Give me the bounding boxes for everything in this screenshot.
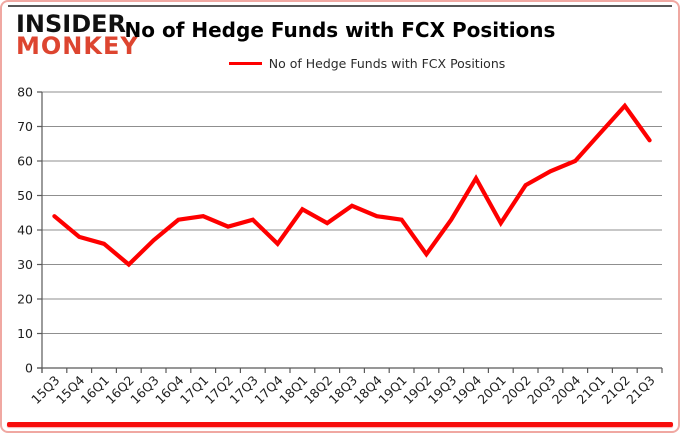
y-tick-label: 50	[17, 188, 33, 203]
series-line	[52, 102, 652, 268]
top-divider	[8, 5, 672, 7]
y-tick-label: 10	[17, 326, 33, 341]
logo-line-monkey: MONKEY	[16, 32, 139, 61]
x-tick-label: 21Q3	[623, 373, 657, 407]
legend: No of Hedge Funds with FCX Positions	[29, 56, 678, 71]
y-tick-label: 60	[17, 154, 33, 169]
insider-monkey-logo: INSIDER MONKEY	[16, 10, 139, 61]
legend-label: No of Hedge Funds with FCX Positions	[268, 56, 506, 71]
chart-title: No of Hedge Funds with FCX Positions	[124, 18, 556, 42]
logo-line-insider: INSIDER	[16, 10, 127, 38]
y-tick-label: 40	[17, 223, 33, 238]
bottom-red-bar	[7, 422, 673, 427]
y-tick-label: 30	[17, 257, 33, 272]
y-tick-label: 80	[17, 85, 33, 100]
y-tick-label: 20	[17, 292, 33, 307]
legend-line-marker-icon	[228, 62, 262, 65]
y-tick-label: 70	[17, 119, 33, 134]
y-tick-label: 0	[25, 361, 33, 376]
